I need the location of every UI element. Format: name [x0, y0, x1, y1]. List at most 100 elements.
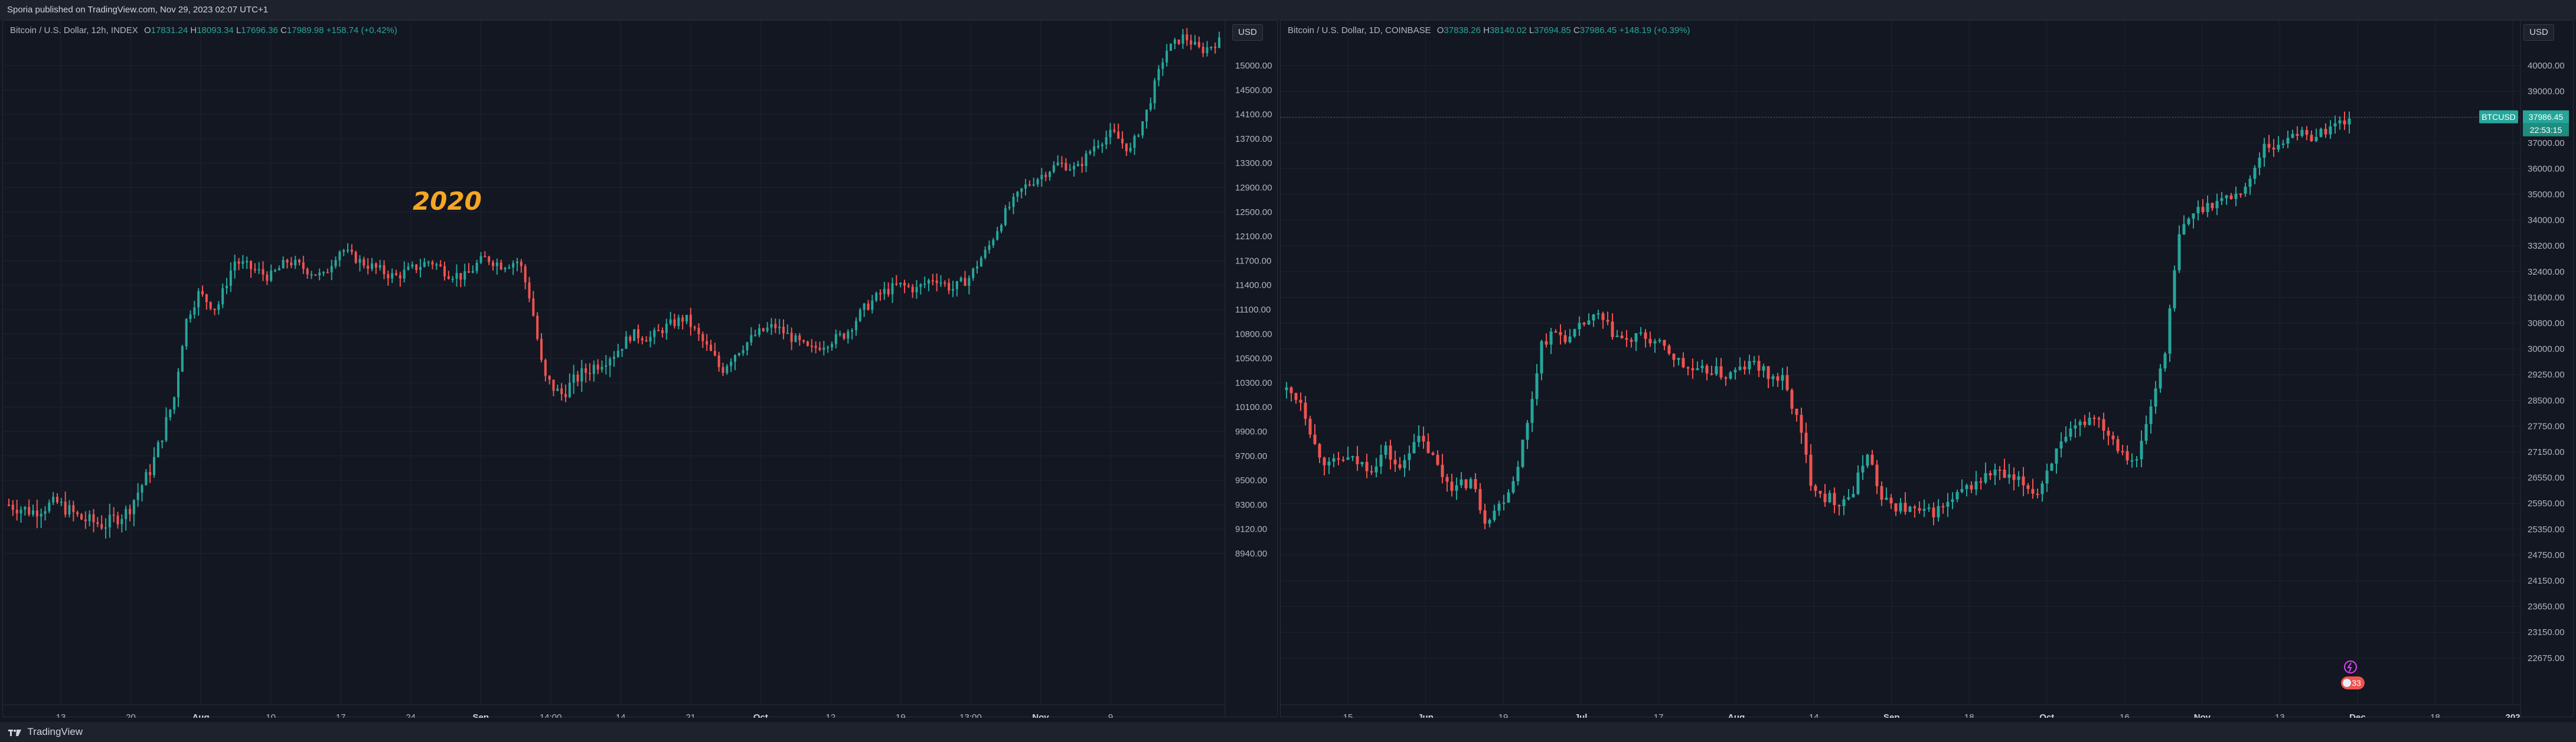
- candle-body: [499, 262, 502, 270]
- y-tick-label: 23650.00: [2528, 602, 2565, 612]
- candle-body: [984, 249, 987, 258]
- candle-body: [136, 492, 139, 500]
- candle-body: [616, 350, 619, 357]
- candle-body: [508, 267, 511, 269]
- y-tick-label: 31600.00: [2528, 292, 2565, 302]
- candle-body: [750, 335, 753, 343]
- candle-body: [149, 471, 152, 476]
- candle-body: [2239, 193, 2242, 195]
- candle-body: [959, 278, 962, 281]
- candle-body: [717, 355, 720, 367]
- candle-body: [665, 323, 668, 333]
- candle-body: [1417, 435, 1421, 442]
- legend-ohlc: O37838.26 H38140.02 L37694.85 C37986.45 …: [1436, 25, 1690, 35]
- candle-body: [1559, 332, 1562, 336]
- candle-body: [2003, 469, 2006, 478]
- candle-body: [495, 262, 498, 266]
- y-tick-label: 27150.00: [2528, 447, 2565, 457]
- candle-body: [1093, 146, 1096, 152]
- candle-body: [742, 350, 745, 353]
- candle-body: [1710, 373, 1713, 375]
- y-tick-label: 37000.00: [2528, 138, 2565, 148]
- candle-body: [782, 327, 785, 334]
- candle-body: [689, 314, 692, 327]
- x-tick-label: 18: [2430, 712, 2440, 718]
- candle-body: [2182, 224, 2186, 235]
- chart-canvas-left[interactable]: 15000.00 14500.00 14100.00 13700.00 13300.00…: [3, 21, 1278, 718]
- candle-body: [2144, 424, 2148, 441]
- candle-body: [1639, 332, 1643, 334]
- candle-body: [447, 276, 450, 279]
- candle-body: [1776, 376, 1780, 381]
- candle-body: [1894, 503, 1898, 512]
- x-tick-label: 13: [2275, 712, 2285, 718]
- candle-body: [786, 333, 789, 334]
- candle-body: [1073, 166, 1075, 170]
- chart-pane-left[interactable]: 15000.00 14500.00 14100.00 13700.00 13300.00…: [2, 20, 1278, 718]
- candle-body: [28, 507, 31, 515]
- candle-body: [471, 271, 474, 273]
- candle-body: [1592, 314, 1595, 321]
- candle-body: [2281, 144, 2285, 145]
- candle-body: [883, 288, 886, 294]
- x-tick-label: 18: [1964, 712, 1974, 718]
- candle-body: [1153, 80, 1156, 103]
- candle-body: [875, 292, 878, 301]
- candle-body: [693, 327, 696, 328]
- y-tick-label: 33200.00: [2528, 241, 2565, 251]
- candle-body: [1748, 361, 1751, 370]
- currency-button-right[interactable]: USD: [2523, 24, 2554, 41]
- candle-body: [209, 302, 212, 309]
- x-tick-label: 24: [406, 712, 416, 718]
- candle-body: [1360, 461, 1364, 464]
- candle-body: [2177, 234, 2181, 271]
- candle-body: [1979, 481, 1983, 483]
- candle-body: [1308, 418, 1312, 435]
- candle-body: [1955, 492, 1959, 500]
- candle-body: [2040, 483, 2044, 494]
- candle-body: [2022, 476, 2025, 486]
- candle-body: [1743, 366, 1746, 370]
- chart-pane-right[interactable]: 40000.0039000.0038000.0037000.0036000.00…: [1280, 20, 2574, 718]
- candle-body: [1705, 366, 1709, 374]
- candle-body: [1121, 138, 1124, 144]
- candle-body: [2196, 207, 2200, 214]
- currency-button-left[interactable]: USD: [1232, 24, 1263, 41]
- candle-body: [1431, 453, 1435, 455]
- y-tick-label: 26550.00: [2528, 473, 2565, 483]
- chart-canvas-right[interactable]: 40000.0039000.0038000.0037000.0036000.00…: [1281, 21, 2574, 718]
- candle-body: [2329, 126, 2332, 135]
- candle-body: [891, 283, 894, 295]
- candle-body: [734, 355, 736, 362]
- candle-body: [439, 264, 442, 266]
- candle-body: [1946, 502, 1950, 507]
- candle-body: [1177, 39, 1180, 44]
- candle-body: [1535, 373, 1539, 399]
- candle-body: [1644, 332, 1647, 339]
- y-tick-label: 22675.00: [2528, 653, 2565, 663]
- candle-body: [378, 265, 381, 268]
- candle-body: [1052, 165, 1055, 173]
- candle-body: [330, 266, 333, 273]
- candle-body: [596, 365, 599, 370]
- candle-body: [1214, 47, 1217, 48]
- candle-body: [2012, 474, 2016, 480]
- candle-body: [572, 374, 575, 383]
- candle-body: [681, 317, 684, 322]
- candle-body: [935, 280, 938, 284]
- candle-body: [713, 350, 716, 356]
- last-price-tag: [2523, 110, 2569, 123]
- candle-body: [721, 367, 724, 373]
- candle-body: [2116, 439, 2120, 451]
- candle-body: [548, 376, 551, 380]
- candle-body: [2244, 187, 2247, 194]
- candle-body: [1097, 146, 1099, 148]
- candle-body: [294, 259, 297, 266]
- candle-body: [766, 327, 769, 331]
- candle-body: [980, 258, 982, 266]
- x-tick-label: Oct: [2039, 712, 2054, 718]
- candle-body: [540, 339, 543, 360]
- candle-body: [338, 252, 341, 261]
- candle-body: [585, 368, 587, 373]
- candle-body: [1049, 172, 1051, 177]
